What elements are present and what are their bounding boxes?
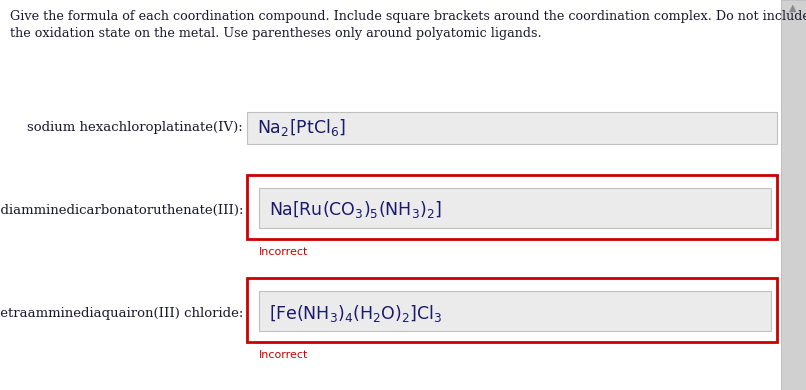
Text: $\mathrm{Na[Ru(CO_3)_5(NH_3)_2]}$: $\mathrm{Na[Ru(CO_3)_5(NH_3)_2]}$ <box>269 200 442 220</box>
Text: Incorrect: Incorrect <box>259 350 309 360</box>
Text: Give the formula of each coordination compound. Include square brackets around t: Give the formula of each coordination co… <box>10 10 806 23</box>
Bar <box>247 112 777 144</box>
Text: tetraamminediaquairon(III) chloride:: tetraamminediaquairon(III) chloride: <box>0 307 243 319</box>
Bar <box>259 188 771 228</box>
Bar <box>247 175 777 239</box>
Text: sodium diamminedicarbonatoruthenate(III):: sodium diamminedicarbonatoruthenate(III)… <box>0 204 243 216</box>
Text: ▲: ▲ <box>789 3 797 13</box>
Text: $\mathrm{[Fe(NH_3)_4(H_2O)_2]Cl_3}$: $\mathrm{[Fe(NH_3)_4(H_2O)_2]Cl_3}$ <box>269 303 442 323</box>
Text: the oxidation state on the metal. Use parentheses only around polyatomic ligands: the oxidation state on the metal. Use pa… <box>10 27 542 40</box>
Bar <box>781 0 806 390</box>
Text: sodium hexachloroplatinate(IV):: sodium hexachloroplatinate(IV): <box>27 122 243 135</box>
Text: $\mathrm{Na_2[PtCl_6]}$: $\mathrm{Na_2[PtCl_6]}$ <box>257 117 346 138</box>
Text: Incorrect: Incorrect <box>259 247 309 257</box>
Bar <box>259 291 771 331</box>
Bar <box>247 278 777 342</box>
